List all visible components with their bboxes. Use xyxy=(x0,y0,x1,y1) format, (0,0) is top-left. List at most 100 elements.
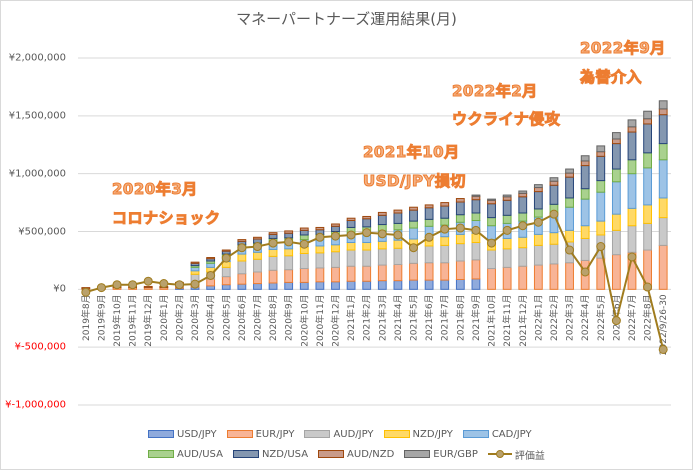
bar-segment-usdjpy xyxy=(206,285,216,290)
bar-segment-audnzd xyxy=(409,206,418,211)
bar-segment-audusa xyxy=(424,218,434,227)
bar-segment-audjpy xyxy=(315,252,325,269)
bar-segment-audnzd xyxy=(580,160,590,167)
x-tick-label: 2019年9月 xyxy=(95,294,107,341)
x-tick-label: 2021年12月 xyxy=(517,294,529,346)
bar-segment-audnzd xyxy=(596,151,606,157)
x-tick-label: 2019年11月 xyxy=(127,294,139,346)
y-tick-label: ¥2,000,000 xyxy=(8,52,66,64)
valuation-gain-marker xyxy=(143,276,153,286)
bar-segment-nzdusa xyxy=(393,212,403,224)
valuation-gain-marker xyxy=(362,228,372,238)
bar-segment-audjpy xyxy=(611,229,621,256)
legend-swatch xyxy=(232,450,259,458)
bar-segment-nzdusa xyxy=(377,214,387,226)
bar-segment-nzdusa xyxy=(424,207,434,220)
legend-label: NZD/USA xyxy=(261,448,309,460)
bar-segment-usdjpy xyxy=(471,278,481,290)
valuation-gain-marker xyxy=(190,279,200,289)
valuation-gain-marker xyxy=(252,242,262,252)
x-tick-label: 2020年6月 xyxy=(236,294,248,341)
valuation-gain-marker xyxy=(81,287,91,297)
y-tick-label: ¥500,000 xyxy=(18,226,66,237)
x-tick-label: 2020年11月 xyxy=(314,294,326,346)
bar-segment-audusa xyxy=(440,217,450,226)
bar-segment-eurjpy xyxy=(487,268,496,290)
legend-label: 評価益 xyxy=(514,450,545,462)
bar-segment-audjpy xyxy=(502,248,512,268)
x-tick-label: 2019年8月 xyxy=(80,294,92,341)
bar-segment-audnzd xyxy=(487,199,496,205)
bar-segment-eurjpy xyxy=(315,267,325,283)
bar-segment-audjpy xyxy=(549,243,559,265)
bar-segment-cadjpy xyxy=(627,173,637,209)
bar-segment-audjpy xyxy=(237,260,247,275)
bar-segment-audnzd xyxy=(362,215,372,220)
valuation-gain-line xyxy=(85,212,665,350)
x-tick-label: 2020年4月 xyxy=(205,294,217,341)
valuation-gain-marker xyxy=(174,280,184,290)
bar-segment-nzdjpy xyxy=(315,245,325,254)
bar-segment-nzdusa xyxy=(362,218,372,228)
bar-segment-eurjpy xyxy=(253,271,262,285)
bar-segment-audnzd xyxy=(611,138,621,145)
x-tick-label: 2021年4月 xyxy=(392,294,404,341)
bar-segment-audjpy xyxy=(362,249,372,267)
bar-segment-usdjpy xyxy=(409,279,418,290)
legend-swatch xyxy=(462,430,489,438)
bar-segment-cadjpy xyxy=(580,198,590,227)
bar-segment-audnzd xyxy=(549,180,559,186)
bar-segment-cadjpy xyxy=(206,262,216,268)
bar-segment-audnzd xyxy=(299,227,309,231)
bar-segment-cadjpy xyxy=(409,227,418,240)
bar-segment-audnzd xyxy=(627,126,637,133)
bar-segment-nzdusa xyxy=(533,191,543,210)
y-tick-label: ¥-500,000 xyxy=(14,341,66,353)
bar-segment-audjpy xyxy=(268,255,278,271)
annotation-corona-shock: コロナショック xyxy=(112,209,221,228)
valuation-gain-marker xyxy=(487,238,497,248)
bar-segment-audnzd xyxy=(346,217,356,222)
bar-segment-audnzd xyxy=(455,198,465,203)
bar-segment-audjpy xyxy=(580,237,590,261)
bar-segment-audnzd xyxy=(206,257,216,260)
x-tick-label: 2020年10月 xyxy=(298,294,310,346)
bar-segment-eurjpy xyxy=(331,266,340,283)
valuation-gain-marker xyxy=(409,243,419,253)
bar-segment-nzdjpy xyxy=(440,236,450,246)
bar-segment-usdjpy xyxy=(346,280,356,290)
x-tick-label: 2020年5月 xyxy=(220,294,232,341)
legend-label: EUR/GBP xyxy=(433,448,478,460)
x-tick-label: 2020年7月 xyxy=(251,294,263,341)
bar-segment-nzdjpy xyxy=(253,251,262,260)
legend-item-eurjpy: EUR/JPY xyxy=(226,429,294,440)
valuation-gain-marker xyxy=(471,225,481,235)
bar-segment-audjpy xyxy=(253,258,262,273)
bar-segment-audusa xyxy=(393,222,403,231)
bar-segment-audnzd xyxy=(315,226,325,231)
bar-segment-eurgbp xyxy=(627,119,637,128)
bar-segment-nzdjpy xyxy=(190,270,200,275)
bar-segment-audusa xyxy=(643,152,652,169)
legend-label: USD/JPY xyxy=(177,428,217,440)
annotation-ukraine-invasion: ウクライナ侵攻 xyxy=(451,110,561,129)
bar-segment-audjpy xyxy=(643,222,652,251)
x-tick-label: 2022年3月 xyxy=(564,294,576,341)
legend-swatch xyxy=(383,430,410,438)
bar-segment-audnzd xyxy=(284,230,294,234)
bar-segment-audusa xyxy=(299,234,309,241)
annotation-2020-3-date: 2020年3月 xyxy=(112,180,198,199)
bar-segment-audnzd xyxy=(533,187,543,193)
x-tick-label: 2020年8月 xyxy=(267,294,279,341)
legend-label: NZD/JPY xyxy=(412,428,453,440)
bar-segment-audusa xyxy=(596,180,606,193)
x-tick-label: 2021年5月 xyxy=(408,294,420,341)
bar-segment-eurjpy xyxy=(284,269,294,283)
bar-segment-nzdusa xyxy=(299,229,309,236)
valuation-gain-marker xyxy=(440,224,450,234)
bar-segment-eurgbp xyxy=(658,100,668,110)
valuation-gain-marker xyxy=(611,316,621,326)
x-tick-label: 2022年5月 xyxy=(595,294,607,341)
bar-segment-audnzd xyxy=(658,108,668,116)
bar-segment-eurjpy xyxy=(518,265,528,290)
